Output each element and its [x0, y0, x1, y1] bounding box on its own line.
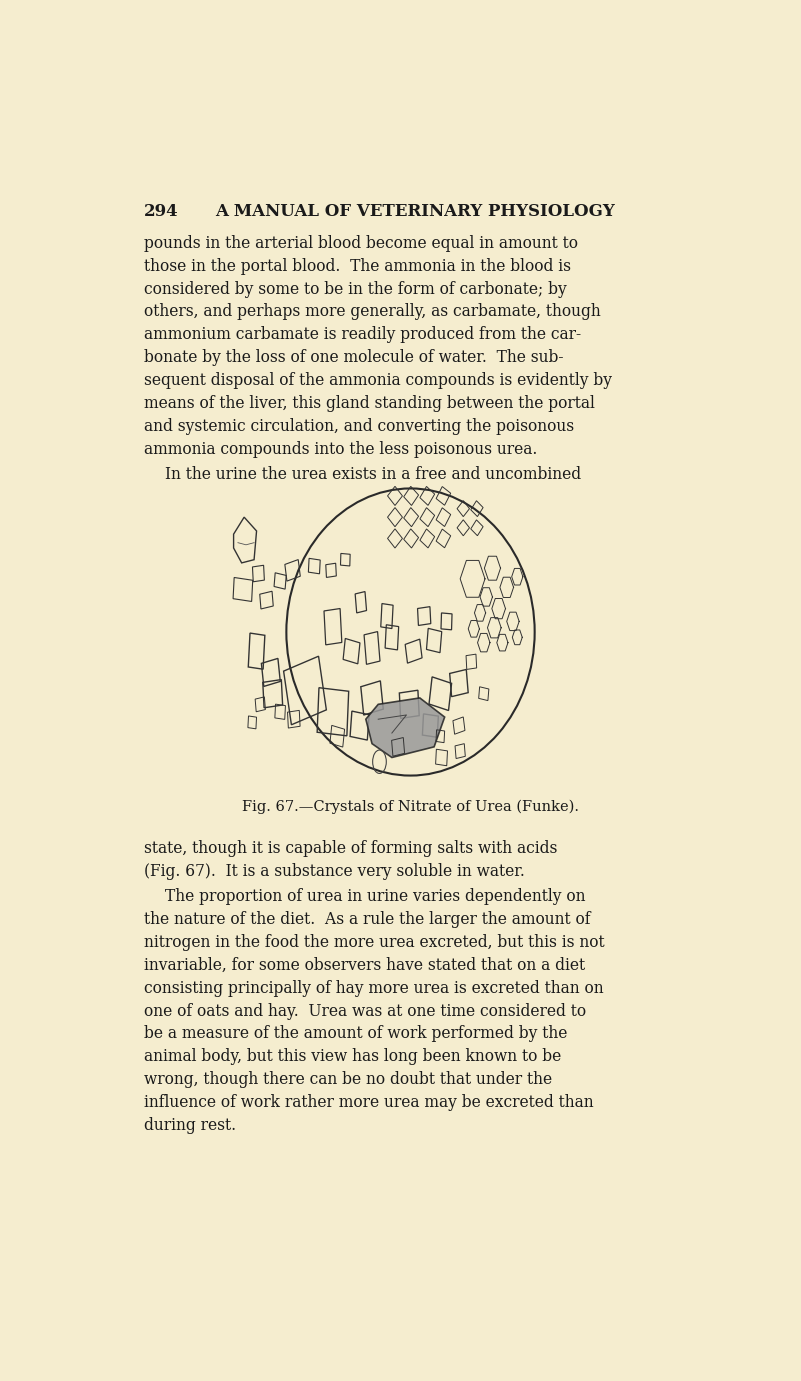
Bar — [263, 679, 283, 708]
Bar — [417, 606, 431, 626]
Bar — [275, 704, 285, 720]
Text: ammonia compounds into the less poisonous urea.: ammonia compounds into the less poisonou… — [143, 441, 537, 457]
Bar — [455, 744, 465, 758]
Text: Fig. 67.—Crystals of Nitrate of Urea (Funke).: Fig. 67.—Crystals of Nitrate of Urea (Fu… — [242, 800, 579, 815]
Text: invariable, for some observers have stated that on a diet: invariable, for some observers have stat… — [143, 957, 585, 974]
Bar — [350, 711, 369, 740]
Bar — [248, 715, 256, 729]
Text: during rest.: during rest. — [143, 1117, 235, 1134]
Bar — [308, 558, 320, 573]
Text: bonate by the loss of one molecule of water.  The sub-: bonate by the loss of one molecule of wa… — [143, 349, 563, 366]
Bar — [330, 725, 344, 747]
Text: state, though it is capable of forming salts with acids: state, though it is capable of forming s… — [143, 841, 557, 858]
Bar — [343, 638, 360, 664]
Bar — [360, 681, 383, 715]
Bar — [441, 613, 452, 630]
Text: sequent disposal of the ammonia compounds is evidently by: sequent disposal of the ammonia compound… — [143, 371, 612, 389]
Bar — [385, 624, 399, 650]
Bar — [340, 554, 350, 566]
Polygon shape — [366, 697, 445, 758]
Text: 294: 294 — [143, 203, 178, 220]
Bar — [426, 628, 441, 653]
Bar — [284, 656, 326, 725]
Text: animal body, but this view has long been known to be: animal body, but this view has long been… — [143, 1048, 561, 1065]
Bar — [392, 737, 405, 757]
Text: those in the portal blood.  The ammonia in the blood is: those in the portal blood. The ammonia i… — [143, 258, 570, 275]
Text: pounds in the arterial blood become equal in amount to: pounds in the arterial blood become equa… — [143, 235, 578, 251]
Bar — [453, 717, 465, 735]
Bar — [261, 659, 280, 686]
Bar — [466, 655, 477, 670]
Bar — [405, 639, 422, 663]
Text: others, and perhaps more generally, as carbamate, though: others, and perhaps more generally, as c… — [143, 304, 600, 320]
Text: be a measure of the amount of work performed by the: be a measure of the amount of work perfo… — [143, 1026, 567, 1043]
Bar — [256, 697, 265, 711]
Text: considered by some to be in the form of carbonate; by: considered by some to be in the form of … — [143, 280, 566, 297]
Bar — [326, 563, 336, 577]
Bar — [355, 591, 367, 613]
Bar — [364, 631, 380, 664]
Bar — [436, 750, 448, 765]
Bar — [260, 591, 273, 609]
Bar — [324, 609, 342, 645]
Bar — [422, 714, 438, 737]
Bar — [233, 577, 253, 602]
Text: nitrogen in the food the more urea excreted, but this is not: nitrogen in the food the more urea excre… — [143, 934, 604, 952]
Text: A MANUAL OF VETERINARY PHYSIOLOGY: A MANUAL OF VETERINARY PHYSIOLOGY — [215, 203, 614, 220]
Text: In the urine the urea exists in a free and uncombined: In the urine the urea exists in a free a… — [165, 465, 582, 482]
Text: ammonium carbamate is readily produced from the car-: ammonium carbamate is readily produced f… — [143, 326, 581, 344]
Text: the nature of the diet.  As a rule the larger the amount of: the nature of the diet. As a rule the la… — [143, 911, 590, 928]
Text: consisting principally of hay more urea is excreted than on: consisting principally of hay more urea … — [143, 979, 603, 997]
Bar — [288, 710, 300, 728]
Bar — [285, 559, 300, 581]
Text: and systemic circulation, and converting the poisonous: and systemic circulation, and converting… — [143, 417, 574, 435]
Bar — [479, 686, 489, 700]
Bar — [429, 677, 452, 710]
Bar — [317, 688, 348, 736]
Bar — [449, 670, 468, 696]
Bar — [400, 690, 419, 718]
Bar — [248, 632, 265, 670]
Text: influence of work rather more urea may be excreted than: influence of work rather more urea may b… — [143, 1094, 594, 1112]
Bar — [274, 573, 286, 590]
Text: means of the liver, this gland standing between the portal: means of the liver, this gland standing … — [143, 395, 594, 412]
Bar — [380, 603, 393, 628]
Text: (Fig. 67).  It is a substance very soluble in water.: (Fig. 67). It is a substance very solubl… — [143, 863, 525, 880]
Bar — [436, 729, 445, 743]
Bar — [252, 565, 264, 581]
Text: one of oats and hay.  Urea was at one time considered to: one of oats and hay. Urea was at one tim… — [143, 1003, 586, 1019]
Text: The proportion of urea in urine varies dependently on: The proportion of urea in urine varies d… — [165, 888, 586, 906]
Text: wrong, though there can be no doubt that under the: wrong, though there can be no doubt that… — [143, 1072, 552, 1088]
